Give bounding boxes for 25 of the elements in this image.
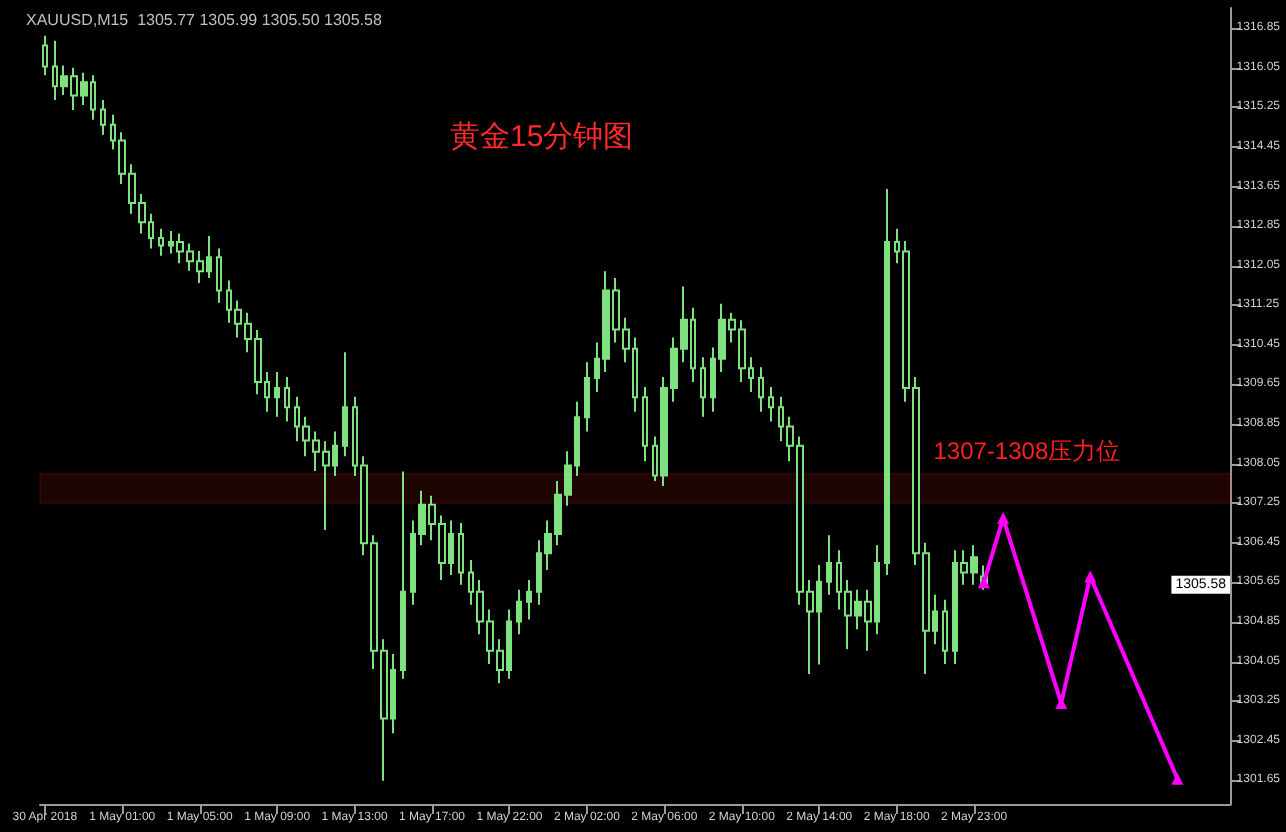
point xyxy=(1084,570,1097,583)
candlestick xyxy=(284,376,290,423)
candlestick xyxy=(700,356,706,418)
candlestick xyxy=(42,34,48,77)
candlestick xyxy=(642,385,648,463)
text: 黄金15分钟图 xyxy=(450,120,634,154)
candlestick xyxy=(758,366,764,413)
candlestick xyxy=(100,99,106,136)
candlestick xyxy=(768,385,774,423)
candlestick xyxy=(516,588,522,636)
candlestick xyxy=(342,351,348,458)
candlestick xyxy=(216,247,222,304)
candlestick xyxy=(942,598,948,665)
candlestick xyxy=(274,371,280,418)
candlestick xyxy=(526,578,532,621)
candlestick xyxy=(158,227,164,257)
candlestick xyxy=(400,470,406,680)
candlestick xyxy=(584,361,590,433)
candlestick xyxy=(884,188,890,576)
point xyxy=(1171,772,1184,785)
chart-subtitle: XAUUSD,M15 1305.77 1305.99 1305.50 1305.58 xyxy=(26,11,383,29)
candlestick xyxy=(458,522,464,586)
band-label: 1307-1308压力位 xyxy=(933,436,1121,465)
candlestick xyxy=(826,534,832,596)
point xyxy=(997,512,1010,525)
